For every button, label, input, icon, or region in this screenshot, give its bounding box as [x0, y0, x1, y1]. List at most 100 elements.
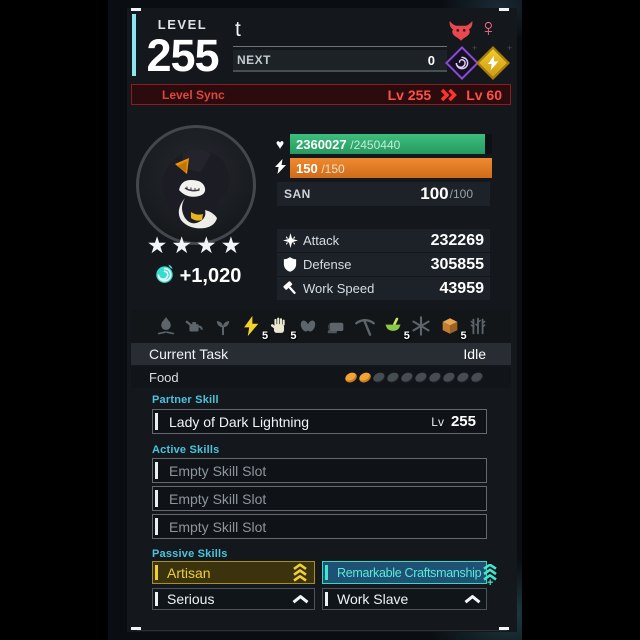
hp-bar-fill — [290, 134, 485, 154]
current-task-row: Current Task Idle — [131, 343, 511, 365]
sp-current: 150 — [296, 160, 318, 176]
work-level: 5 — [290, 329, 297, 342]
food-row: Food — [131, 366, 511, 388]
food-pip — [469, 370, 485, 384]
active-skill-slot-2[interactable]: Empty Skill Slot — [152, 486, 487, 511]
hp-max: /2450440 — [350, 137, 401, 152]
passive-skill-remarkable-craftsmanship[interactable]: Remarkable Craftsmanship + — [322, 561, 497, 589]
passive-skill-name: Work Slave — [337, 591, 409, 607]
soul-bonus-value: +1,020 — [179, 264, 242, 287]
food-pip — [357, 370, 373, 384]
stat-row-defense: Defense 305855 — [277, 253, 490, 276]
kindling-icon — [155, 315, 179, 339]
active-skill-slot-3[interactable]: Empty Skill Slot — [152, 514, 487, 539]
stat-label: Defense — [303, 257, 352, 272]
level-sync-from: Lv 255 — [387, 86, 432, 103]
stats-block: Attack 232269 Defense 305855 Work Speed … — [277, 229, 490, 301]
rank-1-chevron-icon — [462, 594, 482, 604]
food-pip — [371, 370, 387, 384]
farming-icon — [467, 315, 491, 339]
active-skill-slot-text: Empty Skill Slot — [169, 462, 267, 479]
frame-tick — [499, 8, 509, 11]
current-task-label: Current Task — [149, 346, 229, 362]
sp-max: /150 — [321, 161, 345, 176]
sp-bar: 150 /150 — [290, 158, 492, 178]
defense-icon — [283, 257, 303, 272]
alpha-boss-icon — [448, 20, 474, 47]
pal-name-field[interactable]: t — [235, 18, 241, 41]
work-level: 5 — [403, 329, 410, 342]
pal-portrait — [136, 125, 256, 245]
san-row: SAN 100 /100 — [277, 182, 490, 206]
planting-icon — [212, 315, 236, 339]
rank-3-chevron-icon — [290, 563, 310, 582]
level-sync-bar: Level Sync Lv 255 Lv 60 — [131, 84, 511, 105]
next-exp-value: 0 — [427, 52, 435, 68]
rank-4-chevron-icon: + — [481, 564, 499, 589]
stat-row-workspeed: Work Speed 43959 — [277, 277, 490, 300]
panel-bottom-divider — [137, 630, 507, 631]
stat-label: Work Speed — [303, 281, 375, 296]
partner-skill-slot[interactable]: Lady of Dark Lightning Lv 255 — [152, 409, 487, 434]
work-level: 5 — [460, 329, 467, 342]
san-max: /100 — [449, 187, 473, 201]
cooling-icon — [410, 315, 434, 339]
medicine-production-icon: 5 — [382, 315, 410, 342]
stat-value: 232269 — [430, 231, 484, 249]
soul-bonus-row: +1,020 — [138, 262, 256, 290]
level-value: 255 — [146, 30, 219, 81]
name-underline — [233, 46, 447, 47]
electric-element-icon — [476, 46, 510, 80]
watering-icon — [183, 315, 207, 339]
frame-tick — [131, 627, 141, 630]
partner-skill-lv-value: 255 — [450, 413, 476, 430]
next-exp-row: NEXT 0 — [233, 50, 447, 70]
gathering-icon — [297, 315, 321, 339]
level-label: LEVEL — [157, 17, 208, 32]
frame-tick — [499, 627, 509, 630]
handiwork-icon: 5 — [268, 315, 296, 342]
passive-skill-name: Artisan — [167, 564, 211, 581]
passive-skill-serious[interactable]: Serious — [152, 588, 315, 610]
current-task-value: Idle — [463, 346, 486, 362]
rank-1-chevron-icon — [290, 594, 310, 604]
passive-skill-name: Remarkable Craftsmanship — [337, 565, 482, 580]
food-meter — [343, 370, 485, 384]
active-skill-slot-text: Empty Skill Slot — [169, 518, 267, 535]
pal-status-panel: LEVEL 255 t NEXT 0 ♀ + + Level Sync Lv 2… — [127, 8, 517, 632]
stat-value: 305855 — [430, 255, 484, 273]
work-level: 5 — [261, 329, 269, 342]
gender-female-icon: ♀ — [479, 14, 498, 42]
level-accent-bar — [132, 14, 136, 76]
frame-tick — [131, 8, 141, 11]
transporting-icon: 5 — [439, 315, 467, 342]
passive-skill-work-slave[interactable]: Work Slave — [322, 588, 487, 610]
active-skills-section-label: Active Skills — [152, 444, 220, 456]
active-skill-slot-1[interactable]: Empty Skill Slot — [152, 458, 487, 483]
passive-skill-artisan[interactable]: Artisan — [152, 561, 315, 584]
food-pip — [399, 370, 415, 384]
generating-electricity-icon: 5 — [240, 315, 268, 342]
mining-icon — [354, 315, 378, 339]
rank-plus-mark: + — [487, 577, 494, 589]
exp-progress-track — [233, 70, 447, 72]
stat-value: 43959 — [439, 279, 485, 297]
food-pip — [441, 370, 457, 384]
san-label: SAN — [284, 187, 311, 201]
food-label: Food — [149, 369, 179, 385]
food-pip — [343, 370, 359, 384]
double-chevron-right-icon — [440, 88, 458, 102]
sp-bar-fill — [290, 158, 492, 178]
partner-skill-lv-label: Lv — [431, 414, 444, 429]
work-speed-icon — [283, 281, 303, 296]
next-label: NEXT — [237, 53, 272, 67]
pal-soul-icon — [153, 262, 176, 290]
level-sync-label: Level Sync — [162, 87, 225, 102]
level-sync-to: Lv 60 — [466, 86, 502, 103]
hp-current: 2360027 — [296, 136, 347, 152]
stat-label: Attack — [303, 233, 340, 248]
stat-row-attack: Attack 232269 — [277, 229, 490, 252]
food-pip — [455, 370, 471, 384]
star-rank: ★★★★ — [146, 232, 246, 258]
hp-heart-icon: ♥ — [275, 136, 285, 152]
